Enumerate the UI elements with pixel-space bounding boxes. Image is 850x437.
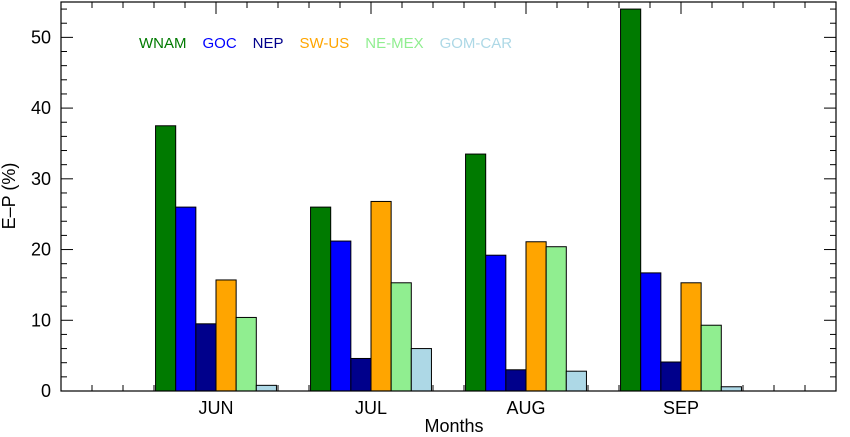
bar-gom-car-sep <box>720 386 742 392</box>
bar-wnam-aug <box>465 153 487 392</box>
x-tick-label: JUN <box>199 398 234 418</box>
x-tick-label: JUL <box>355 398 387 418</box>
bar-nep-aug <box>505 369 527 392</box>
bar-gom-car-aug <box>565 370 587 392</box>
bar-goc-jun <box>175 206 197 392</box>
bar-sw-us-jun <box>215 279 237 392</box>
bar-goc-jul <box>330 240 352 392</box>
legend-entry-sw-us: SW-US <box>300 35 350 52</box>
bar-nep-sep <box>660 361 682 392</box>
legend-entry-ne-mex: NE-MEX <box>365 35 423 52</box>
legend-entry-gom-car: GOM-CAR <box>440 35 513 52</box>
bar-sw-us-sep <box>680 282 702 392</box>
bar-sw-us-jul <box>370 200 392 392</box>
x-tick-label: AUG <box>506 398 545 418</box>
y-axis-title: E–P (%) <box>0 163 19 230</box>
y-tick-label: 0 <box>41 381 51 401</box>
bar-goc-sep <box>640 272 662 392</box>
y-tick-labels: 0 10 20 30 40 50 <box>31 27 51 401</box>
bar-nep-jun <box>195 323 217 392</box>
plot-frame <box>60 1 837 392</box>
bar-nep-jul <box>350 357 372 392</box>
legend-entry-wnam: WNAM <box>139 35 187 52</box>
x-tick-label: SEP <box>663 398 699 418</box>
legend: WNAM GOC NEP SW-US NE-MEX GOM-CAR <box>139 35 512 52</box>
bar-wnam-jul <box>310 206 332 392</box>
bar-gom-car-jul <box>410 348 432 392</box>
y-tick-label: 40 <box>31 98 51 118</box>
y-tick-label: 10 <box>31 310 51 330</box>
y-tick-label: 20 <box>31 240 51 260</box>
bar-ne-mex-jun <box>235 316 257 392</box>
legend-entry-goc: GOC <box>203 35 237 52</box>
bar-wnam-sep <box>620 8 642 392</box>
legend-entry-nep: NEP <box>253 35 284 52</box>
bar-wnam-jun <box>155 125 177 392</box>
bars-group <box>155 8 742 392</box>
bar-ne-mex-sep <box>700 324 722 392</box>
bar-gom-car-jun <box>255 384 277 392</box>
bar-sw-us-aug <box>525 241 547 392</box>
bar-ne-mex-aug <box>545 246 567 392</box>
x-tick-labels: JUN JUL AUG SEP <box>199 398 700 418</box>
x-axis-title: Months <box>424 416 483 436</box>
bar-goc-aug <box>485 254 507 392</box>
y-tick-label: 30 <box>31 169 51 189</box>
y-tick-label: 50 <box>31 27 51 47</box>
bar-ne-mex-jul <box>390 282 412 392</box>
